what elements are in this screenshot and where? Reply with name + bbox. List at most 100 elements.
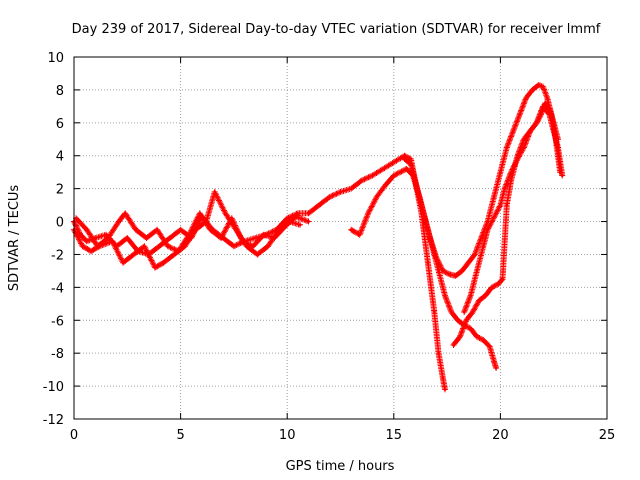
data-point (285, 216, 289, 220)
data-point (125, 236, 129, 240)
data-point (515, 157, 519, 161)
data-point (198, 211, 202, 215)
data-point (441, 376, 445, 380)
data-point (537, 83, 541, 87)
data-point (481, 338, 485, 342)
data-point (240, 239, 244, 243)
data-point (530, 88, 534, 92)
y-ticks: -12 -10 -8 -6 -4 -2 0 2 4 6 8 10 (43, 51, 607, 428)
data-point (74, 216, 78, 220)
data-point (360, 178, 364, 182)
data-point (473, 252, 477, 256)
data-point (179, 228, 183, 232)
data-point (375, 195, 379, 199)
data-point (142, 244, 146, 248)
data-point (409, 157, 413, 161)
data-point (104, 233, 108, 237)
data-points (71, 82, 566, 393)
y-tick-label: 6 (56, 117, 64, 132)
data-point (492, 195, 496, 199)
data-point (477, 299, 481, 303)
data-point (106, 236, 110, 240)
data-point (443, 294, 447, 298)
data-point (464, 318, 468, 322)
data-point (358, 233, 362, 237)
data-point (172, 252, 176, 256)
data-point (176, 249, 180, 253)
data-point (162, 261, 166, 265)
y-tick-label: -8 (51, 347, 64, 362)
series-track-c (73, 210, 312, 255)
data-point (132, 252, 136, 256)
data-point (349, 228, 353, 232)
data-point (402, 157, 406, 161)
data-point (539, 113, 543, 117)
data-point (272, 236, 276, 240)
data-point (451, 343, 455, 347)
data-point (483, 294, 487, 298)
data-point (392, 160, 396, 164)
data-point (392, 173, 396, 177)
data-point (317, 203, 321, 207)
x-tick-label: 25 (599, 428, 616, 443)
data-point (560, 173, 564, 177)
data-point (85, 228, 89, 232)
data-point (123, 211, 127, 215)
data-point (183, 244, 187, 248)
data-point (307, 211, 311, 215)
x-tick-label: 5 (176, 428, 184, 443)
data-point (447, 272, 451, 276)
data-point (298, 223, 302, 227)
data-point (134, 228, 138, 232)
data-point (155, 228, 159, 232)
data-point (187, 233, 191, 237)
data-point (522, 137, 526, 141)
data-point (219, 236, 223, 240)
data-point (498, 203, 502, 207)
data-point (556, 146, 560, 149)
data-point (518, 113, 522, 117)
data-point (454, 274, 458, 278)
y-tick-label: 2 (56, 183, 64, 198)
data-point (503, 187, 507, 191)
data-point (117, 220, 121, 224)
data-point (460, 269, 464, 273)
x-tick-label: 10 (279, 428, 296, 443)
data-point (535, 121, 539, 125)
data-point (81, 244, 85, 248)
data-point (381, 167, 385, 171)
data-point (283, 224, 287, 228)
x-tick-label: 15 (386, 428, 403, 443)
data-point (441, 269, 445, 273)
data-point (434, 256, 438, 260)
data-point (509, 178, 513, 182)
plot-frame (73, 56, 608, 420)
data-point (437, 351, 441, 355)
data-point (296, 211, 300, 215)
data-point (475, 269, 479, 273)
y-tick-label: 0 (56, 216, 64, 231)
data-point (488, 345, 492, 349)
data-point (166, 244, 170, 248)
data-point (266, 244, 270, 248)
data-point (481, 244, 485, 248)
data-point (110, 239, 114, 243)
data-point (208, 228, 212, 232)
y-tick-label: -12 (43, 413, 64, 428)
data-point (223, 211, 227, 215)
data-point (511, 129, 515, 133)
data-point (528, 129, 532, 133)
data-point (307, 220, 311, 224)
data-point (422, 211, 426, 215)
data-point (541, 85, 545, 89)
data-point (349, 187, 353, 191)
data-point (462, 310, 466, 314)
data-point (85, 239, 89, 243)
data-point (545, 96, 549, 100)
data-point (496, 282, 500, 286)
data-point (251, 244, 255, 248)
data-point (144, 236, 148, 240)
data-point (383, 183, 387, 187)
y-tick-label: -2 (51, 248, 64, 263)
data-point (543, 101, 547, 105)
